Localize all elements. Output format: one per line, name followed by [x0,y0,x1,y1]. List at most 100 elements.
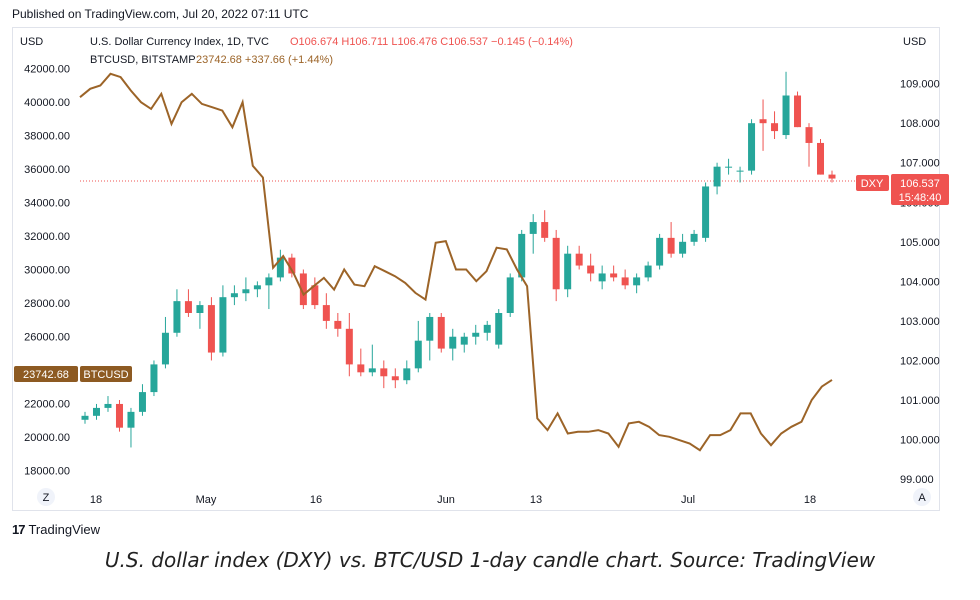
left-axis-unit: USD [20,36,43,48]
candle-body [265,277,273,286]
candle-body [92,407,100,416]
right-tick-label: 102.000 [900,355,940,367]
candle-body [253,285,261,290]
x-tick-label: May [196,494,217,506]
right-tick-label: 109.000 [900,79,940,91]
candle-body [541,222,549,238]
right-tick-label: 108.000 [900,118,940,130]
candle-body [138,392,146,412]
legend-dxy-name: U.S. Dollar Currency Index, 1D, TVC [90,36,269,48]
tradingview-logo-text: TradingView [28,522,101,537]
candle-body [782,95,790,136]
candle-body [610,273,618,278]
candle-body [449,336,457,349]
right-tick-label: 104.000 [900,276,940,288]
x-tick-label: 16 [310,494,322,506]
right-tick-label: 103.000 [900,316,940,328]
candle-body [771,123,779,132]
candle-body [184,301,192,313]
left-tick-label: 38000.00 [24,131,70,143]
candle-body [759,119,767,124]
x-tick-label: Jul [681,494,695,506]
legend-btc-name: BTCUSD, BITSTAMP [90,54,196,66]
btc-last-value: 23742.68 [23,369,69,381]
candle-body [414,340,422,369]
candle-body [552,237,560,290]
candle-body [518,233,526,278]
candle-body [460,336,468,345]
legend-dxy-ohlc: O106.674 H106.711 L106.476 C106.537 −0.1… [290,36,573,48]
candle-body [805,127,813,143]
dxy-last-value: 106.537 [900,178,940,190]
published-note: Published on TradingView.com, Jul 20, 20… [12,7,309,21]
candle-body [828,174,836,179]
candle-body [690,233,698,242]
right-tick-label: 107.000 [900,158,940,170]
candle-body [529,222,537,234]
candle-body [196,305,204,313]
right-axis-unit: USD [903,36,926,48]
left-tick-label: 34000.00 [24,198,70,210]
candle-body [713,166,721,187]
candle-body [794,95,802,128]
candle-body [219,297,227,353]
right-tick-label: 100.000 [900,435,940,447]
right-axis-ticks: 99.000 100.000 101.000 102.000 103.000 104.00… [900,79,940,486]
chart-frame[interactable] [12,27,940,511]
left-tick-label: 32000.00 [24,231,70,243]
candle-body [380,368,388,377]
candle-body [575,253,583,266]
candle-body [345,328,353,365]
left-tick-label: 36000.00 [24,164,70,176]
candle-body [173,301,181,333]
figure-caption: U.S. dollar index (DXY) vs. BTC/USD 1-da… [104,548,876,572]
candle-body [115,403,123,428]
left-tick-label: 40000.00 [24,97,70,109]
candle-body [311,285,319,306]
dxy-candles [81,71,836,448]
candle-body [667,237,675,254]
candle-body [127,411,135,428]
candle-body [817,142,825,175]
candle-body [357,364,365,373]
candle-body [656,237,664,266]
candle-body [506,277,514,313]
candle-body [403,368,411,381]
auto-scale-button[interactable]: A [913,488,931,506]
candle-body [437,316,445,349]
left-tick-label: 28000.00 [24,298,70,310]
log-scale-button[interactable]: Z [37,488,55,506]
candle-body [391,376,399,381]
candle-body [242,289,250,294]
candle-body [472,332,480,337]
candle-body [299,273,307,306]
candle-body [644,265,652,278]
dxy-last-name: DXY [861,178,884,190]
left-tick-label: 18000.00 [24,465,70,477]
candle-body [633,277,641,286]
candle-body [288,257,296,274]
x-tick-label: 18 [804,494,816,506]
candle-body [230,293,238,298]
candle-body [495,313,503,345]
candle-body [483,324,491,333]
candle-body [104,403,112,408]
candle-body [207,305,215,353]
svg-text:Z: Z [43,492,50,504]
tradingview-logo[interactable]: 17 TradingView [12,522,100,537]
left-tick-label: 42000.00 [24,64,70,76]
candle-body [81,415,89,420]
x-tick-label: 18 [90,494,102,506]
candle-body [276,257,284,278]
candle-body [736,170,744,172]
btc-line [79,72,833,452]
svg-text:A: A [918,492,926,504]
candle-body [587,265,595,274]
right-tick-label: 105.000 [900,237,940,249]
left-tick-label: 20000.00 [24,432,70,444]
left-tick-label: 30000.00 [24,265,70,277]
tradingview-logo-icon: 17 [12,522,26,537]
candle-body [161,332,169,365]
btc-last-name: BTCUSD [83,369,128,381]
